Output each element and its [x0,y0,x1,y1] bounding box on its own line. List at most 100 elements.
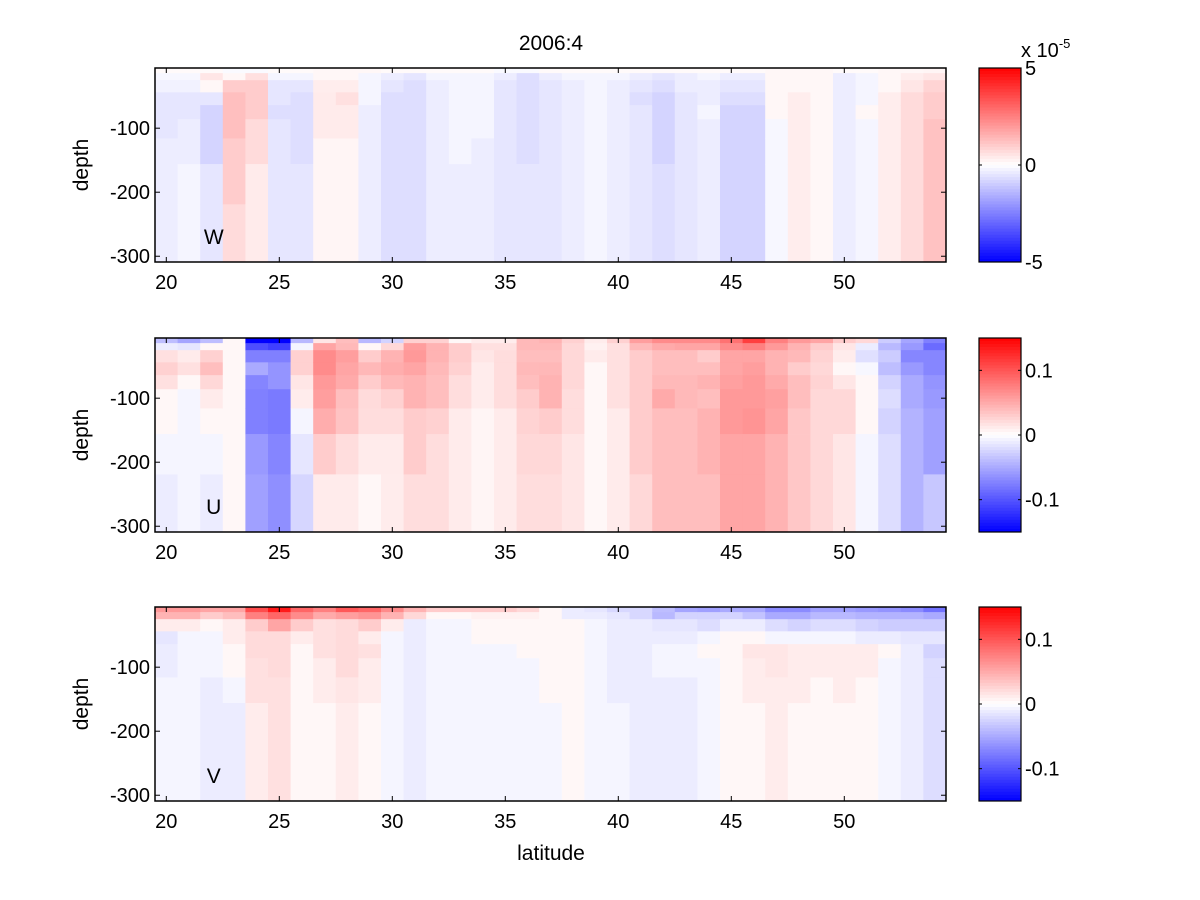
heatmap-cell [290,80,314,93]
panel-label: W [204,226,224,249]
heatmap-cell [765,619,789,632]
heatmap-cell [539,607,563,613]
heatmap-cell [516,677,540,704]
heatmap-cell [268,343,291,351]
colorbar-swatch [979,68,1021,72]
colorbar-swatch [979,101,1021,105]
colorbar-swatch [979,658,1021,662]
heatmap-cell [268,658,291,678]
heatmap-cell [561,743,585,802]
heatmap-cell [245,434,269,475]
heatmap-cell [177,619,201,632]
heatmap-cell [674,434,698,475]
heatmap-cell [335,92,359,106]
heatmap-cell [290,677,314,704]
heatmap-cell [742,677,766,704]
heatmap-cell [765,408,789,435]
heatmap-cell [855,408,879,435]
heatmap-cell [448,434,472,475]
heatmap-cell [833,204,856,263]
heatmap-cell [607,703,630,744]
x-tick-label: 45 [720,272,742,294]
heatmap-cell [833,164,856,205]
heatmap-cell [177,631,201,645]
heatmap-cell [674,619,698,632]
colorbar-swatch [979,649,1021,653]
heatmap-cell [539,644,563,659]
heatmap-cell [200,119,224,139]
heatmap-cell [742,375,766,390]
heatmap-cell [426,92,450,106]
heatmap-cell [629,658,653,678]
heatmap-cell [539,677,563,704]
heatmap-cell [358,658,382,678]
heatmap-cell [855,434,879,475]
heatmap-cell [403,375,427,390]
heatmap-cell [268,434,291,475]
heatmap-cell [222,80,246,93]
heatmap-cell [720,80,743,93]
heatmap-cell [855,644,879,659]
heatmap-cell [923,612,947,620]
heatmap-cell [561,68,585,74]
heatmap-cell [516,80,540,93]
colorbar-multiplier: x 10-5 [1021,36,1070,62]
heatmap-cell [923,389,947,409]
heatmap-cell [290,375,314,390]
heatmap-cell [923,434,947,475]
y-tick-label: -300 [110,785,150,807]
heatmap-cell [900,607,924,613]
heatmap-cell [335,389,359,409]
heatmap-cell [629,631,653,645]
heatmap-cell [810,204,834,263]
heatmap-cell [561,105,585,120]
colorbar-swatch [979,625,1021,629]
heatmap-cell [765,362,789,376]
heatmap-cell [335,73,359,81]
heatmap-cell [652,644,676,659]
heatmap-cell [539,631,563,645]
colorbar-swatch [979,764,1021,769]
colorbar-swatch [979,204,1021,208]
heatmap-cell [787,105,811,120]
heatmap-cell [222,362,246,376]
heatmap-cell [516,612,540,620]
colorbar-swatch [979,356,1021,360]
heatmap-cell [426,119,450,139]
heatmap-cell [539,68,563,74]
heatmap-cell [494,631,517,645]
heatmap-cell [222,338,246,344]
heatmap-cell [335,743,359,802]
heatmap-cell [607,138,630,165]
colorbar-swatch [979,504,1021,509]
heatmap-cell [290,338,314,344]
heatmap-cell [358,68,382,74]
y-tick-label: -200 [110,452,150,474]
heatmap-cell [358,92,382,106]
heatmap-cell [426,408,450,435]
heatmap-cell [765,631,789,645]
heatmap-cell [335,350,359,363]
heatmap-cell [381,138,404,165]
colorbar-swatch [979,447,1021,451]
heatmap-cell [833,92,856,106]
heatmap-cell [177,743,201,802]
colorbar-swatch [979,210,1021,214]
heatmap-cell [629,138,653,165]
heatmap-cell [674,138,698,165]
panel-label: U [206,496,221,519]
heatmap-cell [900,68,924,74]
heatmap-cell [313,677,337,704]
heatmap-cell [448,164,472,205]
heatmap-cell [584,703,608,744]
heatmap-cell [629,164,653,205]
heatmap-cell [494,92,517,106]
heatmap-cell [516,119,540,139]
heatmap-cell [426,362,450,376]
heatmap-cell [697,119,721,139]
colorbar-swatch [979,362,1021,366]
heatmap-cell [471,474,495,533]
heatmap-cell [697,434,721,475]
heatmap-cell [177,677,201,704]
